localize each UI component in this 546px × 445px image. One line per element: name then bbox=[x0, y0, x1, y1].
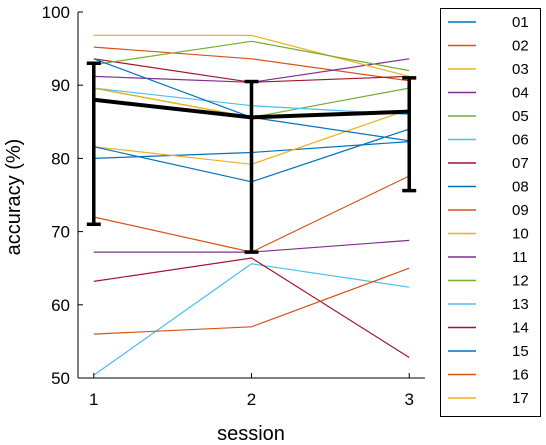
legend: 01 02 03 04 05 06 07 08 09 10 11 12 13 14 15 16 17 bbox=[440, 8, 541, 417]
y-axis-title: accuracy (%) bbox=[3, 139, 25, 256]
series-line-14 bbox=[93, 257, 410, 359]
legend-label-15: 15 bbox=[512, 343, 529, 360]
x-tick-label-1: 1 bbox=[89, 390, 98, 409]
mean-layer bbox=[86, 61, 417, 254]
series-line-13 bbox=[93, 263, 410, 376]
legend-label-13: 13 bbox=[512, 296, 529, 313]
legend-label-08: 08 bbox=[512, 179, 529, 196]
x-tick-label-3: 3 bbox=[404, 390, 413, 409]
mean-line bbox=[93, 97, 410, 120]
y-tick-label-100: 100 bbox=[42, 3, 70, 22]
legend-label-11: 11 bbox=[512, 249, 528, 266]
y-tick-label-50: 50 bbox=[51, 369, 70, 388]
legend-label-01: 01 bbox=[512, 14, 529, 31]
legend-label-10: 10 bbox=[512, 226, 529, 243]
legend-label-14: 14 bbox=[512, 320, 529, 337]
legend-label-07: 07 bbox=[512, 155, 529, 172]
legend-label-06: 06 bbox=[512, 132, 529, 149]
series-line-02 bbox=[93, 46, 410, 82]
legend-label-02: 02 bbox=[512, 38, 529, 55]
legend-label-05: 05 bbox=[512, 108, 529, 125]
series-line-16 bbox=[93, 267, 410, 335]
series-line-10 bbox=[93, 34, 410, 77]
y-tick-label-80: 80 bbox=[51, 149, 70, 168]
x-axis-title: session bbox=[217, 423, 285, 445]
x-tick-label-2: 2 bbox=[247, 390, 256, 409]
legend-label-03: 03 bbox=[512, 61, 529, 78]
legend-label-12: 12 bbox=[512, 273, 529, 290]
legend-label-09: 09 bbox=[512, 202, 529, 219]
y-tick-label-60: 60 bbox=[51, 296, 70, 315]
legend-label-16: 16 bbox=[512, 367, 529, 384]
legend-box bbox=[440, 8, 541, 417]
y-tick-label-90: 90 bbox=[51, 76, 70, 95]
axes-layer: 50 60 70 80 90 100 1 2 3 bbox=[42, 3, 425, 409]
legend-label-17: 17 bbox=[512, 390, 529, 407]
legend-label-04: 04 bbox=[512, 85, 529, 102]
y-tick-label-70: 70 bbox=[51, 223, 70, 242]
series-line-12 bbox=[93, 40, 410, 72]
